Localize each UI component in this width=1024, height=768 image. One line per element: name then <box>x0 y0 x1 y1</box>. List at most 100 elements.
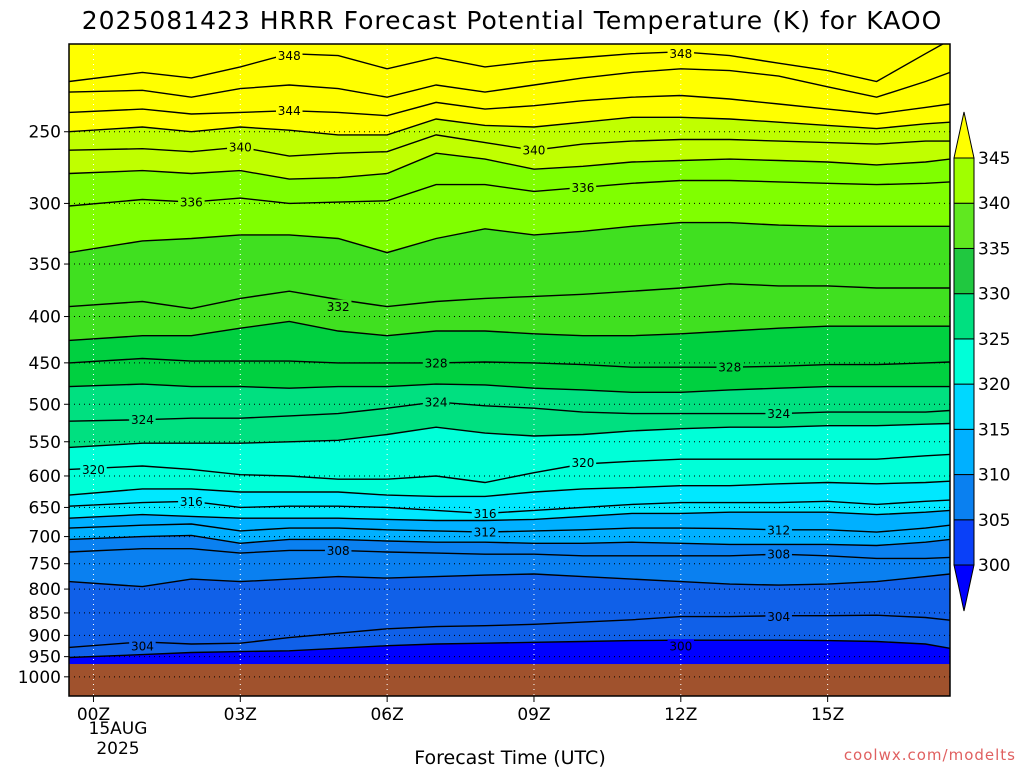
x-tick-label-15Z: 15Z <box>811 705 844 725</box>
colorbar-label-345: 345 <box>978 149 1010 169</box>
svg-text:300: 300 <box>669 640 692 654</box>
x-tick-label-12Z: 12Z <box>664 705 697 725</box>
contour-label-332: 332 <box>324 299 352 314</box>
y-tick-label-850: 850 <box>29 604 61 624</box>
svg-text:348: 348 <box>669 47 692 61</box>
y-tick-label-400: 400 <box>29 308 61 328</box>
contour-328 <box>69 357 950 368</box>
y-tick-label-500: 500 <box>29 395 61 415</box>
svg-text:308: 308 <box>327 544 350 558</box>
colorbar-bottom-arrow <box>953 564 975 612</box>
colorbar-segment-325 <box>953 293 975 340</box>
colorbar-segment-300 <box>953 519 975 566</box>
svg-text:324: 324 <box>425 395 448 409</box>
contour-348 <box>69 44 945 83</box>
y-tick-label-800: 800 <box>29 580 61 600</box>
colorbar-label-315: 315 <box>978 420 1010 440</box>
contour-306 <box>69 573 950 588</box>
colorbar-segment-335 <box>953 202 975 249</box>
svg-text:320: 320 <box>82 463 105 477</box>
colorbar-label-300: 300 <box>978 556 1010 576</box>
y-tick-label-950: 950 <box>29 648 61 668</box>
y-tick-label-600: 600 <box>29 467 61 487</box>
svg-text:308: 308 <box>767 548 790 562</box>
svg-text:336: 336 <box>180 196 203 210</box>
contour-308 <box>69 548 950 560</box>
svg-text:324: 324 <box>131 413 154 427</box>
contour-316 <box>69 499 950 515</box>
contour-label-324: 324 <box>765 406 792 421</box>
contour-label-328: 328 <box>716 360 743 375</box>
colorbar-segment-305 <box>953 474 975 521</box>
contour-314 <box>69 509 950 522</box>
plot-frame <box>68 43 951 697</box>
contour-label-348: 348 <box>276 48 303 63</box>
contour-344 <box>69 94 950 117</box>
contour-322 <box>69 422 950 449</box>
credit-text: coolwx.com/modelts <box>844 746 1016 764</box>
colorbar-segment-310 <box>953 428 975 476</box>
contour-310 <box>69 534 950 547</box>
contour-lines <box>69 44 950 659</box>
contour-336 <box>69 179 950 207</box>
colorbar-label-305: 305 <box>978 511 1010 531</box>
svg-text:332: 332 <box>327 300 350 314</box>
colorbar-top-arrow <box>953 111 975 159</box>
colorbar: 300 305 310 315 320 325 330 335 340 345 <box>953 111 1010 612</box>
contour-346 <box>69 68 950 98</box>
contour-label-316: 316 <box>178 494 205 509</box>
svg-text:320: 320 <box>571 456 594 470</box>
contour-326 <box>69 383 950 393</box>
svg-text:304: 304 <box>131 640 154 654</box>
contour-label-320: 320 <box>80 462 107 477</box>
contour-label-324: 324 <box>422 394 450 409</box>
grid <box>69 44 950 696</box>
contour-label-304: 304 <box>765 609 792 624</box>
y-tick-label-300: 300 <box>29 194 61 214</box>
contour-304 <box>69 614 950 649</box>
contour-312 <box>69 523 950 533</box>
y-tick-label-750: 750 <box>29 555 61 575</box>
y-axis: 2503003504004505005506006507007508008509… <box>18 123 69 688</box>
x-tick-label-09Z: 09Z <box>517 705 550 725</box>
svg-text:316: 316 <box>180 495 203 509</box>
svg-text:340: 340 <box>229 141 252 155</box>
contour-label-320: 320 <box>569 455 597 470</box>
y-tick-label-700: 700 <box>29 528 61 548</box>
colorbar-segment-330 <box>953 247 975 295</box>
contour-label-336: 336 <box>178 195 205 210</box>
contour-label-344: 344 <box>276 103 303 118</box>
svg-text:348: 348 <box>278 49 301 63</box>
contour-label-316: 316 <box>471 506 499 521</box>
contour-label-340: 340 <box>227 140 254 155</box>
colorbar-segment-340 <box>953 157 975 204</box>
contour-324 <box>69 401 950 422</box>
contour-label-328: 328 <box>422 355 450 370</box>
contour-label-312: 312 <box>765 522 792 537</box>
svg-text:324: 324 <box>767 407 790 421</box>
y-tick-label-650: 650 <box>29 498 61 518</box>
contour-label-300: 300 <box>667 639 695 654</box>
date-label-day: 15AUG <box>89 719 148 739</box>
x-axis: 00Z 03Z 06Z 09Z 12Z 15Z <box>77 696 844 725</box>
y-tick-label-250: 250 <box>29 123 61 143</box>
contour-labels: 348 348 344 340 340 336 336 332 328 328 324 324 324 3… <box>80 46 792 654</box>
contour-334 <box>69 221 950 254</box>
potential-temperature-field <box>69 44 950 696</box>
date-label-year: 2025 <box>96 739 139 759</box>
svg-text:316: 316 <box>474 507 497 521</box>
svg-text:312: 312 <box>767 523 790 537</box>
colorbar-segment-315 <box>953 383 975 430</box>
svg-text:336: 336 <box>571 181 594 195</box>
svg-text:340: 340 <box>523 144 546 158</box>
contour-label-348: 348 <box>667 46 695 61</box>
svg-text:312: 312 <box>474 526 497 540</box>
contour-338 <box>69 152 950 180</box>
contour-label-308: 308 <box>324 543 352 558</box>
svg-text:328: 328 <box>425 356 448 370</box>
contour-318 <box>69 480 950 498</box>
colorbar-label-340: 340 <box>978 194 1010 214</box>
colorbar-label-320: 320 <box>978 375 1010 395</box>
svg-text:328: 328 <box>718 361 741 375</box>
